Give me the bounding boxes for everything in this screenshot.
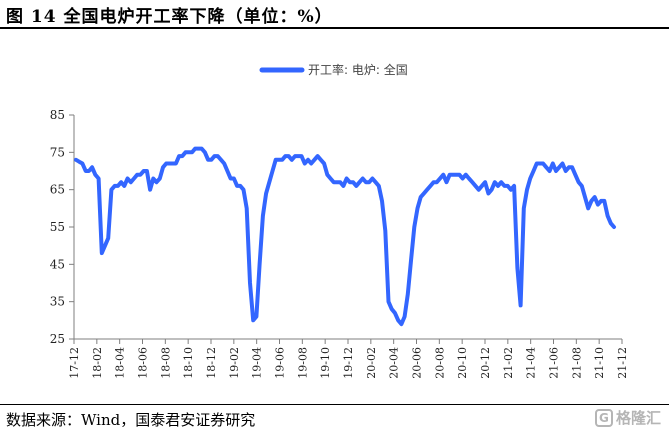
x-tick-label: 20-10 <box>456 347 469 379</box>
x-tick-label: 19-12 <box>342 347 355 379</box>
y-tick-label: 75 <box>50 145 65 159</box>
x-tick-label: 18-10 <box>182 347 195 379</box>
legend: 开工率: 电炉: 全国 <box>259 62 408 77</box>
x-tick-label: 20-02 <box>365 347 378 379</box>
y-tick-label: 35 <box>50 295 65 309</box>
x-tick-label: 21-08 <box>570 347 583 379</box>
y-tick-label: 85 <box>50 108 65 122</box>
line-chart: 开工率: 电炉: 全国 25 35 45 55 65 75 85 17-12 18-02 18-… <box>50 62 629 379</box>
series-line-electric-furnace-rate <box>74 146 616 327</box>
x-tick-label: 21-06 <box>548 347 561 379</box>
y-tick-label: 45 <box>50 257 65 271</box>
x-tick-label: 18-06 <box>137 347 150 379</box>
x-tick-label: 18-12 <box>205 347 218 379</box>
y-tick-label: 65 <box>50 183 65 197</box>
x-tick-label: 21-04 <box>525 347 538 379</box>
source-note: 数据来源：Wind，国泰君安证券研究 <box>6 411 256 429</box>
x-tick-label: 20-08 <box>433 347 446 379</box>
figure-title: 图 14 全国电炉开工率下降（单位：%） <box>6 7 333 27</box>
x-tick-label: 21-10 <box>593 347 606 379</box>
y-axis-ticks: 25 35 45 55 65 75 85 <box>50 108 74 346</box>
y-tick-label: 55 <box>50 220 65 234</box>
x-axis-ticks: 17-12 18-02 18-04 18-06 18-08 18-10 18-12 19-02… <box>68 339 629 379</box>
x-tick-label: 20-04 <box>388 347 401 379</box>
x-tick-label: 18-02 <box>91 347 104 379</box>
watermark-logo-icon: G <box>594 408 613 427</box>
bottom-rule <box>0 404 669 405</box>
top-rule <box>0 27 669 29</box>
x-tick-label: 18-08 <box>159 347 172 379</box>
x-tick-label: 19-02 <box>228 347 241 379</box>
legend-label: 开工率: 电炉: 全国 <box>308 62 408 77</box>
x-tick-label: 19-10 <box>319 347 332 379</box>
x-tick-label: 19-08 <box>296 347 309 379</box>
x-tick-label: 21-02 <box>502 347 515 379</box>
watermark: G 格隆汇 <box>594 407 661 428</box>
x-tick-label: 21-12 <box>616 347 629 379</box>
x-tick-label: 18-04 <box>114 347 127 379</box>
x-tick-label: 20-06 <box>411 347 424 379</box>
x-tick-label: 19-04 <box>251 347 264 379</box>
x-tick-label: 19-06 <box>274 347 287 379</box>
y-tick-label: 25 <box>50 332 65 346</box>
x-tick-label: 17-12 <box>68 347 81 379</box>
axes <box>73 115 622 340</box>
watermark-text: 格隆汇 <box>615 409 661 427</box>
x-tick-label: 20-12 <box>479 347 492 379</box>
